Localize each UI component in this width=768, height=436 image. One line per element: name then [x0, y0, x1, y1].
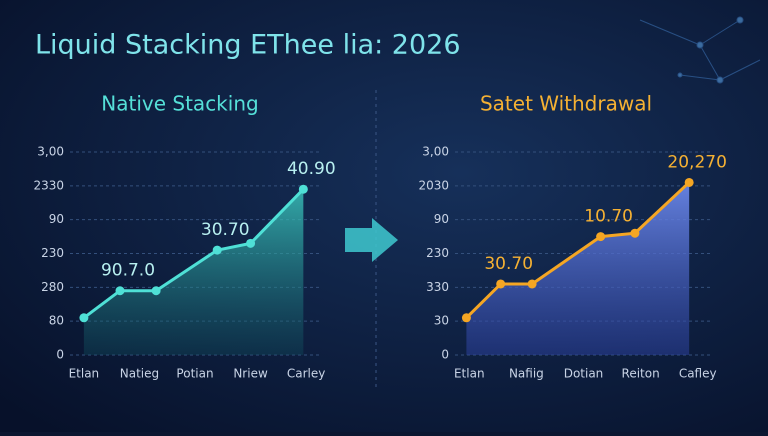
point: [79, 313, 89, 323]
point: [115, 286, 125, 296]
y-tick-label: 2030: [418, 178, 449, 192]
y-tick-label: 230: [41, 246, 64, 260]
point: [212, 245, 222, 255]
line: [82, 188, 305, 319]
point: [298, 184, 308, 194]
x-tick-label: Nafiig: [509, 367, 544, 381]
data-label: 90.7.0: [101, 261, 155, 281]
data-label: 20,270: [667, 152, 726, 172]
point: [151, 286, 161, 296]
x-tick-label: Nriew: [233, 367, 268, 381]
data-label: 40.90: [287, 159, 336, 179]
point: [496, 279, 506, 289]
x-tick-label: Cafley: [679, 367, 717, 381]
data-label: 10.70: [584, 207, 633, 227]
chart-title: Native Stacking: [101, 92, 258, 116]
y-tick-label: 0: [441, 348, 449, 362]
y-tick-label: 90: [434, 212, 449, 226]
x-tick-label: Carley: [287, 367, 325, 381]
y-tick-label: 30: [434, 314, 449, 328]
point: [246, 238, 256, 248]
point: [684, 177, 694, 187]
page-title: Liquid Stacking EThee lia: 2026: [35, 30, 461, 61]
y-tick-label: 0: [56, 348, 64, 362]
area: [466, 182, 690, 355]
y-tick-label: 3,00: [422, 145, 449, 159]
x-tick-label: Etlan: [69, 367, 100, 381]
x-tick-label: Potian: [176, 367, 213, 381]
y-tick-label: 90: [49, 212, 64, 226]
area: [83, 189, 304, 355]
arrow: [345, 218, 398, 262]
point: [461, 313, 471, 323]
data-label: 30.70: [201, 220, 250, 240]
network-decoration: [639, 16, 761, 84]
y-tick-label: 2330: [33, 178, 64, 192]
y-tick-label: 230: [426, 246, 449, 260]
point: [527, 279, 537, 289]
x-tick-label: Etlan: [454, 367, 485, 381]
x-tick-label: Reiton: [622, 367, 660, 381]
point: [630, 228, 640, 238]
x-tick-label: Dotian: [564, 367, 604, 381]
x-tick-label: Natieg: [120, 367, 159, 381]
data-label: 30.70: [484, 254, 533, 274]
y-tick-label: 80: [49, 314, 64, 328]
y-tick-label: 330: [426, 280, 449, 294]
y-tick-label: 3,00: [37, 145, 64, 159]
point: [596, 232, 606, 242]
chart-title: Satet Withdrawal: [480, 92, 652, 116]
line: [465, 181, 691, 319]
y-tick-label: 280: [41, 280, 64, 294]
